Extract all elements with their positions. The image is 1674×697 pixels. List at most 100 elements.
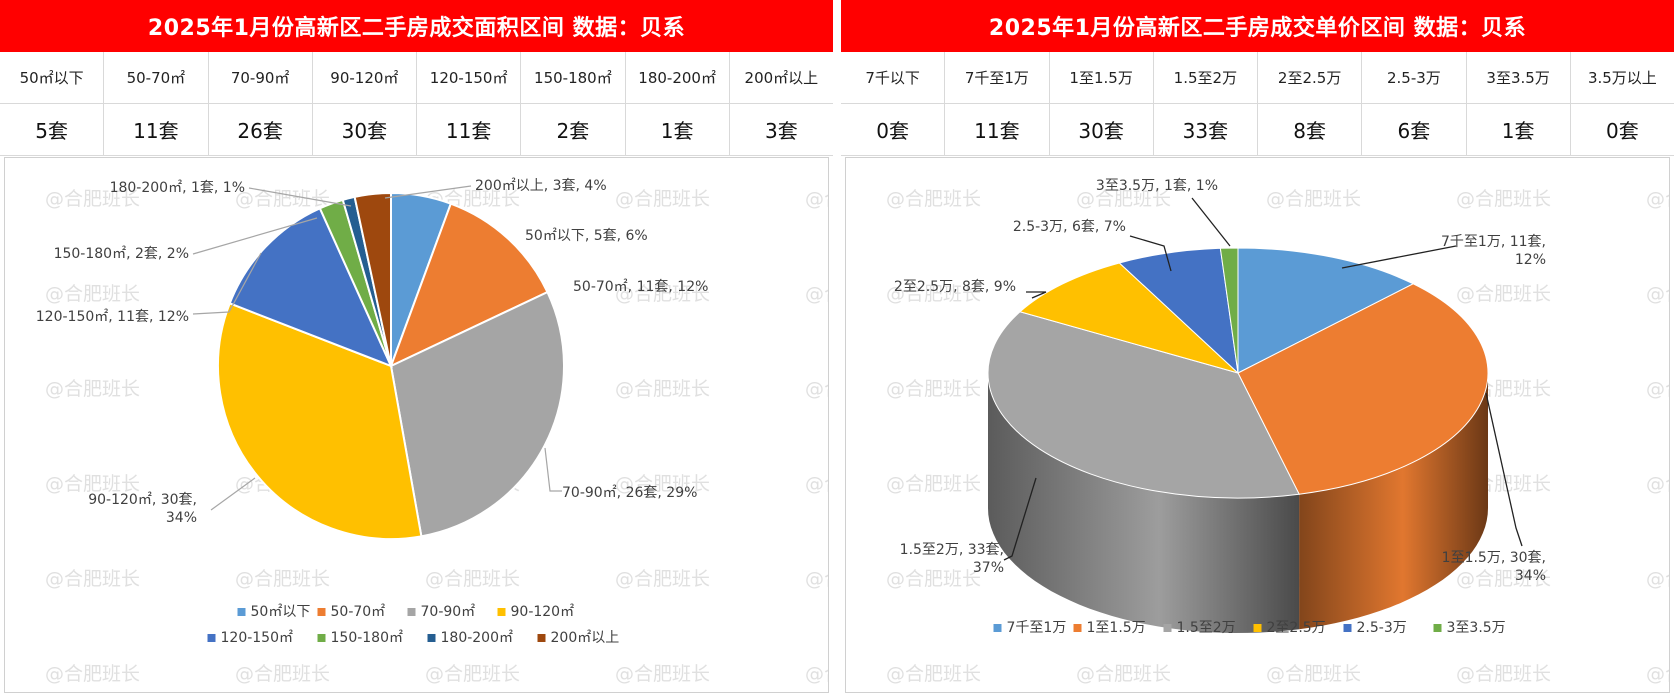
area-header-cell: 50㎡以下 — [0, 52, 105, 104]
price-header-cell: 1.5至2万 — [1153, 52, 1258, 104]
watermark-text: @合肥班长 — [615, 283, 710, 305]
leader-line — [1003, 477, 1037, 561]
pie-slice — [1019, 262, 1239, 374]
legend-swatch — [207, 634, 216, 642]
pie-side-wall — [1299, 373, 1488, 630]
leader-line — [248, 187, 352, 207]
legend-swatch — [1343, 624, 1352, 632]
watermark-text: @合肥班长 — [1646, 283, 1670, 305]
data-label: 7千至1万, 11套, — [1441, 234, 1546, 250]
legend-swatch — [993, 624, 1002, 632]
pie-slice — [987, 311, 1300, 499]
watermark-text: @合肥班长 — [1646, 663, 1670, 685]
data-label: 50㎡以下, 5套, 6% — [525, 228, 648, 244]
pie-slice — [389, 290, 565, 538]
price-header-cell: 3至3.5万 — [1466, 52, 1571, 104]
price-pie-chart-area: @合肥班长 @合肥班长 @合肥班长 @合肥班长 @合肥班长 @合肥班长 @合肥班长 @合肥班长… — [845, 157, 1670, 693]
legend-label: 2至2.5万 — [1267, 620, 1326, 636]
watermark-text: @合肥班长 — [805, 473, 829, 495]
pie-side-wall — [988, 373, 1300, 633]
pie-slice — [1219, 247, 1239, 374]
watermark-text: @合肥班长 — [425, 568, 520, 590]
watermark-text: @合肥班长 — [1646, 473, 1670, 495]
data-label: 90-120㎡, 30套, — [88, 492, 197, 508]
watermark-text: @合肥班长 — [45, 473, 140, 495]
legend-swatch — [1253, 624, 1262, 632]
watermark-text: @合肥班长 — [1646, 188, 1670, 210]
area-header-cell: 180-200㎡ — [625, 52, 730, 104]
price-value-cell: 11套 — [945, 104, 1050, 156]
panel-gap — [833, 0, 841, 697]
price-header-cell: 3.5万以上 — [1570, 52, 1674, 104]
leader-line — [1485, 392, 1523, 547]
watermark-text: @合肥班长 — [615, 568, 710, 590]
watermark-text: @合肥班长 — [1266, 663, 1361, 685]
watermark-text: @合肥班长 — [45, 568, 140, 590]
price-value-cell: 0套 — [841, 104, 946, 156]
area-header-row: 50㎡以下 50-70㎡ 70-90㎡ 90-120㎡ 120-150㎡ 150… — [0, 52, 833, 104]
data-label: 200㎡以上, 3套, 4% — [475, 178, 607, 194]
data-label: 1至1.5万, 30套, — [1442, 550, 1546, 566]
watermark-text: @合肥班长 — [886, 378, 981, 400]
area-value-cell: 11套 — [417, 104, 522, 156]
legend-label: 120-150㎡ — [221, 630, 294, 646]
price-header-cell: 7千至1万 — [945, 52, 1050, 104]
area-header-cell: 200㎡以上 — [729, 52, 833, 104]
price-value-cell: 0套 — [1570, 104, 1674, 156]
area-value-cell: 2套 — [521, 104, 626, 156]
area-value-cell: 26套 — [208, 104, 313, 156]
watermark-text: @合肥班长 — [886, 188, 981, 210]
watermark-text: @合肥班长 — [1456, 188, 1551, 210]
watermark-text: @合肥班长 — [1456, 283, 1551, 305]
area-value-row: 5套 11套 26套 30套 11套 2套 1套 3套 — [0, 104, 833, 156]
price-pie-chart: @合肥班长 @合肥班长 @合肥班长 @合肥班长 @合肥班长 @合肥班长 @合肥班长 @合肥班长… — [886, 178, 1670, 685]
watermark-text: @合肥班长 — [45, 378, 140, 400]
legend-swatch — [1163, 624, 1172, 632]
leader-line — [192, 217, 318, 255]
leader-line — [1026, 291, 1047, 299]
pie-slice — [228, 206, 393, 368]
watermark-text: @合肥班长 — [805, 188, 829, 210]
data-label: 70-90㎡, 26套, 29% — [562, 485, 697, 501]
data-label: 37% — [973, 560, 1004, 576]
data-label: 120-150㎡, 11套, 12% — [36, 309, 189, 325]
watermark-text: @合肥班长 — [615, 188, 710, 210]
watermark-text: @合肥班长 — [235, 568, 330, 590]
leader-line — [544, 447, 562, 492]
watermark-text: @合肥班长 — [1456, 568, 1551, 590]
watermark-text: @合肥班长 — [805, 568, 829, 590]
area-pie-chart-area: @合肥班长 @合肥班长 @合肥班长 @合肥班长 @合肥班长 @合肥班长 @合肥班长 @合肥班长… — [4, 157, 829, 693]
area-title: 2025年1月份高新区二手房成交面积区间 数据：贝系 — [0, 0, 833, 52]
pie-slice — [217, 302, 423, 540]
legend-swatch — [1073, 624, 1082, 632]
leader-line — [192, 252, 262, 315]
area-value-cell: 1套 — [625, 104, 730, 156]
legend-label: 3至3.5万 — [1447, 620, 1506, 636]
data-label: 12% — [1515, 252, 1546, 268]
watermark-text: @合肥班长 — [425, 663, 520, 685]
data-label: 34% — [1515, 568, 1546, 584]
price-panel: 2025年1月份高新区二手房成交单价区间 数据：贝系 7千以下 7千至1万 1至… — [841, 0, 1674, 697]
data-label: 50-70㎡, 11套, 12% — [573, 279, 708, 295]
watermark-text: @合肥班长 — [1456, 663, 1551, 685]
legend-swatch — [537, 634, 546, 642]
watermark-text: @合肥班长 — [1646, 378, 1670, 400]
leader-line — [1341, 245, 1457, 269]
pie-slice — [1118, 247, 1239, 375]
legend-swatch — [237, 608, 246, 616]
legend-label: 180-200㎡ — [441, 630, 514, 646]
watermark-text: @合肥班长 — [805, 663, 829, 685]
legend-label: 7千至1万 — [1007, 620, 1067, 636]
watermark-text: @合肥班长 — [45, 283, 140, 305]
data-label: 180-200㎡, 1套, 1% — [110, 180, 245, 196]
watermark-text: @合肥班长 — [886, 283, 981, 305]
watermark-text: @合肥班长 — [886, 473, 981, 495]
legend-label: 1至1.5万 — [1087, 620, 1146, 636]
legend-swatch — [407, 608, 416, 616]
price-value-cell: 8套 — [1258, 104, 1363, 156]
data-label: 1.5至2万, 33套, — [900, 542, 1004, 558]
legend-label: 200㎡以上 — [551, 630, 620, 646]
area-header-cell: 90-120㎡ — [312, 52, 417, 104]
data-label: 2.5-3万, 6套, 7% — [1013, 219, 1126, 235]
leader-line — [384, 185, 472, 199]
